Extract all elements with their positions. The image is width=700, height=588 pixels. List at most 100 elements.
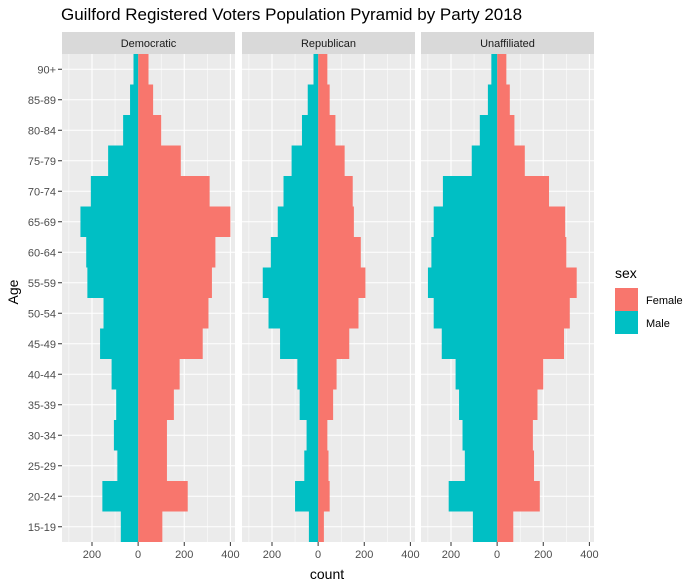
bar-female: [497, 481, 540, 512]
bar-female: [497, 206, 566, 237]
bar-female: [318, 115, 336, 146]
bar-female: [138, 145, 181, 176]
bar-male: [262, 267, 319, 298]
bar-male: [433, 298, 498, 329]
legend-label: Male: [646, 318, 670, 330]
bar-female: [318, 206, 354, 237]
x-tick-label: 0: [135, 549, 141, 561]
bar-male: [120, 511, 139, 542]
bar-male: [111, 359, 139, 390]
bar-male: [308, 511, 319, 542]
bar-female: [318, 145, 345, 176]
bar-male: [133, 54, 139, 85]
bar-female: [138, 481, 188, 512]
bar-male: [441, 328, 498, 359]
bar-male: [100, 328, 139, 359]
bar-male: [80, 206, 139, 237]
bar-female: [138, 420, 167, 451]
bar-male: [431, 237, 498, 268]
x-tick-label: 0: [315, 549, 321, 561]
y-tick-label: 90+: [37, 64, 56, 76]
bar-male: [459, 389, 498, 420]
legend: sex Female Male: [615, 265, 683, 334]
bar-female: [497, 84, 510, 115]
bar-female: [497, 267, 577, 298]
y-tick-label: 30-34: [28, 430, 56, 442]
bar-male: [471, 145, 498, 176]
bar-female: [497, 298, 570, 329]
bar-female: [138, 84, 154, 115]
bar-female: [318, 450, 329, 481]
bar-male: [491, 54, 498, 85]
bar-male: [306, 420, 319, 451]
bar-female: [497, 511, 514, 542]
bar-female: [497, 54, 507, 85]
bar-female: [318, 237, 361, 268]
bar-female: [138, 298, 209, 329]
bar-male: [108, 145, 139, 176]
bar-female: [318, 298, 359, 329]
bar-female: [138, 115, 162, 146]
bar-male: [427, 267, 498, 298]
bar-female: [138, 450, 167, 481]
y-tick-label: 20-24: [28, 491, 56, 503]
bar-male: [270, 237, 319, 268]
bar-male: [280, 328, 319, 359]
y-tick-label: 50-54: [28, 308, 56, 320]
facet-strip-label: Unaffiliated: [480, 38, 535, 50]
x-tick-label: 400: [221, 549, 239, 561]
bar-female: [318, 267, 366, 298]
facet-panel-democratic: Democratic 200 0 200 400: [62, 32, 240, 561]
bar-male: [455, 359, 498, 390]
y-tick-label: 25-29: [28, 461, 56, 473]
bar-male: [113, 420, 139, 451]
y-axis-title: Age: [5, 279, 21, 304]
y-tick-label: 60-64: [28, 247, 56, 259]
bar-male: [299, 389, 319, 420]
bar-male: [448, 481, 498, 512]
y-tick-label: 40-44: [28, 369, 56, 381]
bar-female: [318, 389, 334, 420]
bar-female: [318, 359, 337, 390]
bar-male: [472, 511, 498, 542]
bar-male: [304, 450, 319, 481]
y-tick-label: 45-49: [28, 339, 56, 351]
bar-male: [479, 115, 498, 146]
bar-male: [307, 84, 319, 115]
legend-key-male: [615, 311, 638, 334]
bar-female: [138, 54, 149, 85]
y-tick-label: 80-84: [28, 125, 56, 137]
facet-strip: [242, 32, 415, 54]
y-tick-label: 35-39: [28, 400, 56, 412]
bar-female: [138, 511, 163, 542]
legend-label: Female: [646, 295, 683, 307]
x-tick-label: 200: [175, 549, 193, 561]
facet-panel-republican: Republican 200 0 200 400: [242, 32, 420, 561]
bar-male: [86, 237, 139, 268]
bar-male: [116, 389, 139, 420]
x-tick-label: 200: [442, 549, 460, 561]
y-tick-label: 65-69: [28, 217, 56, 229]
x-tick-label: 200: [355, 549, 373, 561]
bar-female: [497, 450, 535, 481]
bar-female: [318, 481, 330, 512]
bar-female: [318, 328, 350, 359]
y-tick-label: 55-59: [28, 278, 56, 290]
bar-female: [497, 115, 515, 146]
bar-male: [102, 481, 139, 512]
bar-male: [487, 84, 498, 115]
facet-panel-unaffiliated: Unaffiliated 200 0 200 400: [421, 32, 599, 561]
bar-female: [138, 237, 216, 268]
y-tick-label: 70-74: [28, 186, 56, 198]
bar-female: [318, 511, 324, 542]
bar-female: [497, 359, 544, 390]
bar-male: [301, 115, 319, 146]
bar-male: [90, 176, 139, 207]
bar-female: [497, 389, 538, 420]
x-tick-label: 400: [580, 549, 598, 561]
facet-strip-label: Republican: [301, 38, 356, 50]
bar-female: [138, 359, 180, 390]
bar-female: [497, 237, 567, 268]
bar-female: [138, 389, 174, 420]
bar-female: [497, 420, 533, 451]
